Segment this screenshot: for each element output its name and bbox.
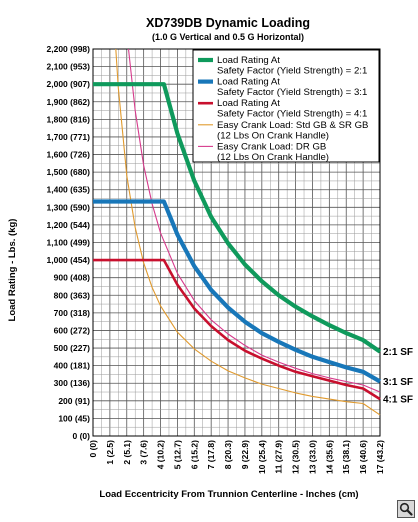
x-tick-label: 17 (43.2) — [375, 440, 385, 474]
x-tick-label: 5 (12.7) — [172, 440, 182, 469]
series-end-label: 2:1 SF — [383, 347, 413, 358]
x-tick-label: 2 (5.1) — [122, 440, 132, 465]
x-tick-label: 1 (2.5) — [105, 440, 115, 465]
x-tick-label: 12 (30.5) — [291, 440, 301, 474]
legend-label: (12 Lbs On Crank Handle) — [217, 152, 329, 163]
x-tick-label: 16 (40.6) — [358, 440, 368, 474]
legend-label: Safety Factor (Yield Strength) = 2:1 — [217, 66, 367, 77]
y-axis-label: Load Rating - Lbs. (kg) — [7, 219, 18, 322]
legend-label: (12 Lbs On Crank Handle) — [217, 130, 329, 141]
legend-label: Safety Factor (Yield Strength) = 4:1 — [217, 109, 367, 120]
x-tick-label: 4 (10.2) — [156, 440, 166, 469]
x-tick-label: 14 (35.6) — [324, 440, 334, 474]
legend-label: Load Rating At — [217, 55, 280, 66]
series-end-label: 4:1 SF — [383, 395, 413, 406]
x-tick-label: 7 (17.8) — [206, 440, 216, 469]
series-line — [127, 48, 381, 393]
y-tick-label: 1,900 (862) — [47, 97, 91, 107]
y-tick-label: 1,300 (590) — [47, 202, 91, 212]
x-tick-label: 9 (22.9) — [240, 440, 250, 469]
x-tick-label: 3 (7.6) — [139, 440, 149, 465]
legend-label: Load Rating At — [217, 98, 280, 109]
y-tick-label: 300 (136) — [54, 378, 91, 388]
y-tick-label: 700 (318) — [54, 308, 91, 318]
chart-title: XD739DB Dynamic Loading — [146, 16, 310, 30]
y-axis-ticks: 0 (0) 100 (45) 200 (91) 300 (136) 400 (181) 5… — [47, 44, 91, 441]
y-tick-label: 1,700 (771) — [47, 132, 91, 142]
magnify-icon[interactable] — [397, 500, 415, 518]
y-tick-label: 1,400 (635) — [47, 185, 91, 195]
y-tick-label: 1,000 (454) — [47, 255, 91, 265]
y-tick-label: 1,500 (680) — [47, 167, 91, 177]
x-axis-label: Load Eccentricity From Trunnion Centerli… — [99, 489, 358, 500]
x-tick-label: 6 (15.2) — [189, 440, 199, 469]
legend-label: Load Rating At — [217, 77, 280, 88]
x-tick-label: 10 (25.4) — [257, 440, 267, 474]
legend-label: Easy Crank Load: Std GB & SR GB — [217, 120, 368, 131]
y-tick-label: 1,600 (726) — [47, 150, 91, 160]
x-tick-label: 11 (27.9) — [274, 440, 284, 474]
series-line — [115, 48, 381, 416]
y-tick-label: 600 (272) — [54, 325, 91, 335]
y-tick-label: 2,200 (998) — [47, 44, 91, 54]
series-end-label: 3:1 SF — [383, 377, 413, 388]
x-tick-label: 8 (20.3) — [223, 440, 233, 469]
series-line — [93, 199, 382, 384]
legend-box — [192, 49, 380, 163]
y-tick-label: 1,800 (816) — [47, 114, 91, 124]
series-line — [93, 258, 381, 401]
y-tick-label: 2,000 (907) — [47, 79, 91, 89]
y-tick-label: 1,200 (544) — [47, 220, 91, 230]
y-tick-label: 400 (181) — [54, 361, 91, 371]
y-tick-label: 500 (227) — [54, 343, 91, 353]
x-tick-label: 0 (0) — [88, 440, 98, 458]
chart-subtitle: (1.0 G Vertical and 0.5 G Horizontal) — [152, 32, 304, 42]
legend-label: Safety Factor (Yield Strength) = 3:1 — [217, 87, 367, 98]
x-tick-label: 15 (38.1) — [341, 440, 351, 474]
y-tick-label: 200 (91) — [58, 396, 90, 406]
plot-border — [92, 48, 381, 437]
y-tick-label: 800 (363) — [54, 290, 91, 300]
y-tick-label: 100 (45) — [58, 413, 90, 423]
end-labels: 2:1 SF 3:1 SF 4:1 SF — [383, 347, 413, 405]
series-layer — [93, 48, 382, 416]
legend-label: Easy Crank Load: DR GB — [217, 141, 326, 152]
y-tick-label: 900 (408) — [54, 273, 91, 283]
y-tick-label: 2,100 (953) — [47, 62, 91, 72]
x-axis-ticks: 0 (0) 1 (2.5) 2 (5.1) 3 (7.6) 4 (10.2) 5 (12.… — [88, 440, 385, 474]
series-line — [93, 82, 382, 354]
x-tick-label: 13 (33.0) — [307, 440, 317, 474]
y-tick-label: 0 (0) — [73, 431, 91, 441]
y-tick-label: 1,100 (499) — [47, 238, 91, 248]
